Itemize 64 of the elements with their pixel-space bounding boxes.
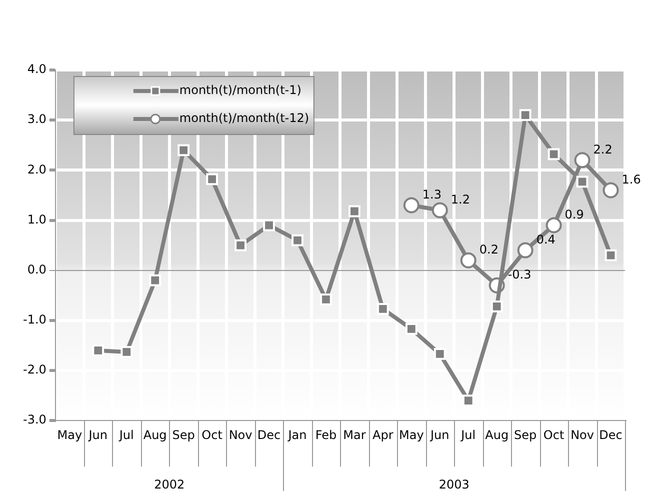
x-tick-label: May bbox=[57, 428, 82, 442]
y-tick-label: 0.0 bbox=[27, 262, 46, 276]
y-tick-label: 4.0 bbox=[27, 62, 46, 76]
x-tick-label: Jul bbox=[118, 428, 134, 442]
point bbox=[602, 182, 619, 198]
point bbox=[405, 322, 418, 335]
point bbox=[234, 239, 246, 252]
x-tick-label: Oct bbox=[543, 428, 564, 442]
data-label: 1.3 bbox=[422, 187, 442, 202]
y-tick-label: -1.0 bbox=[22, 312, 46, 327]
x-tick-label: Dec bbox=[599, 428, 622, 442]
x-tick-label: Sep bbox=[514, 428, 537, 442]
x-tick-label: Jun bbox=[430, 428, 450, 442]
x-tick-label: Jul bbox=[460, 428, 476, 442]
point bbox=[348, 205, 360, 218]
point bbox=[403, 197, 420, 214]
data-label: 1.6 bbox=[622, 172, 641, 186]
point bbox=[292, 234, 304, 246]
x-tick-label: Feb bbox=[315, 428, 337, 442]
legend-label: month(t)/month(t-1) bbox=[179, 83, 302, 98]
point bbox=[604, 249, 617, 262]
data-label: 0.9 bbox=[564, 207, 584, 222]
point bbox=[178, 144, 190, 156]
point bbox=[376, 302, 389, 315]
legend-label: month(t)/month(t-12) bbox=[179, 111, 310, 126]
point bbox=[432, 202, 448, 218]
x-tick-label: Aug bbox=[143, 428, 167, 442]
x-tick-label: Sep bbox=[172, 428, 195, 442]
x-tick-label: Mar bbox=[343, 428, 366, 442]
point bbox=[548, 148, 560, 160]
point bbox=[519, 109, 532, 122]
point bbox=[320, 293, 332, 306]
point bbox=[92, 344, 104, 356]
x-tick-label: Apr bbox=[372, 428, 394, 442]
x-tick-label: Dec bbox=[257, 428, 281, 442]
data-label: 0.4 bbox=[536, 232, 556, 246]
text: 2003 bbox=[438, 478, 470, 491]
text: 2002 bbox=[154, 478, 185, 491]
data-label: -0.3 bbox=[508, 267, 532, 282]
data-label: 0.2 bbox=[479, 242, 498, 256]
point bbox=[460, 252, 476, 268]
point bbox=[120, 346, 133, 358]
y-tick-label: 1.0 bbox=[27, 212, 46, 226]
x-tick-label: Jun bbox=[88, 428, 108, 442]
x-tick-label: May bbox=[399, 428, 424, 442]
x-tick-label: Jan bbox=[287, 428, 307, 442]
point bbox=[576, 176, 588, 188]
data-label: 2.2 bbox=[593, 142, 612, 156]
point bbox=[149, 274, 162, 286]
y-tick-label: 3.0 bbox=[27, 112, 46, 126]
data-label: 1.2 bbox=[450, 192, 470, 206]
point bbox=[206, 173, 218, 186]
y-tick-label: -2.0 bbox=[22, 362, 46, 377]
y-tick-label: 2.0 bbox=[27, 162, 46, 176]
point bbox=[574, 152, 590, 168]
y-tick-label: -3.0 bbox=[22, 412, 46, 427]
x-tick-label: Nov bbox=[570, 428, 594, 442]
point bbox=[434, 348, 446, 360]
x-tick-label: Aug bbox=[485, 428, 509, 442]
point bbox=[546, 217, 562, 234]
point bbox=[490, 300, 503, 312]
x-tick-label: Nov bbox=[228, 428, 252, 442]
x-tick-label: Oct bbox=[202, 428, 223, 442]
point bbox=[517, 242, 534, 258]
